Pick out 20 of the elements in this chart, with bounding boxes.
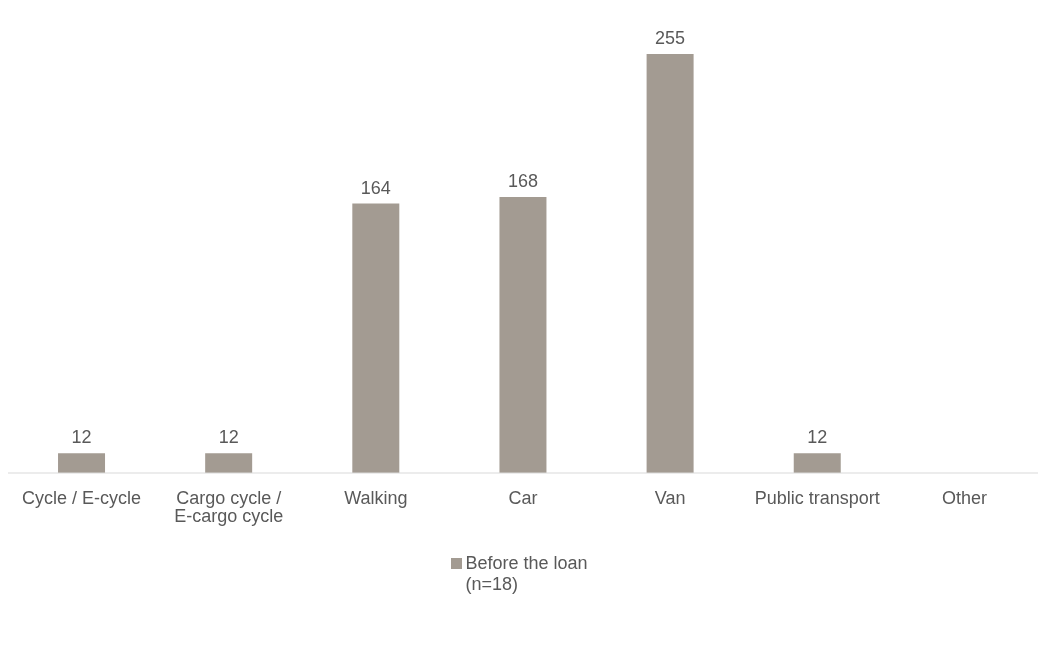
x-tick-label: Public transport	[754, 487, 880, 508]
data-label: 164	[360, 177, 391, 198]
bar	[499, 196, 547, 473]
bar	[793, 453, 841, 473]
x-tick-label: Car	[508, 487, 538, 508]
data-label: 12	[807, 427, 828, 448]
legend-label: Before the loan (n=18)	[465, 553, 589, 595]
bar	[58, 453, 106, 473]
data-label: 12	[218, 427, 239, 448]
bar	[205, 453, 253, 473]
x-tick-label: Cycle / E-cycle	[22, 487, 142, 508]
x-tick-label: Other	[941, 487, 987, 508]
x-tick-label: Walking	[344, 487, 408, 508]
x-tick-label: Cargo cycle / E-cargo cycle	[174, 487, 284, 526]
data-label: 12	[71, 427, 92, 448]
data-label: 255	[655, 28, 686, 48]
x-tick-label: Van	[654, 487, 686, 508]
bar	[352, 203, 400, 473]
bar	[646, 54, 694, 473]
data-label: 168	[507, 170, 538, 191]
